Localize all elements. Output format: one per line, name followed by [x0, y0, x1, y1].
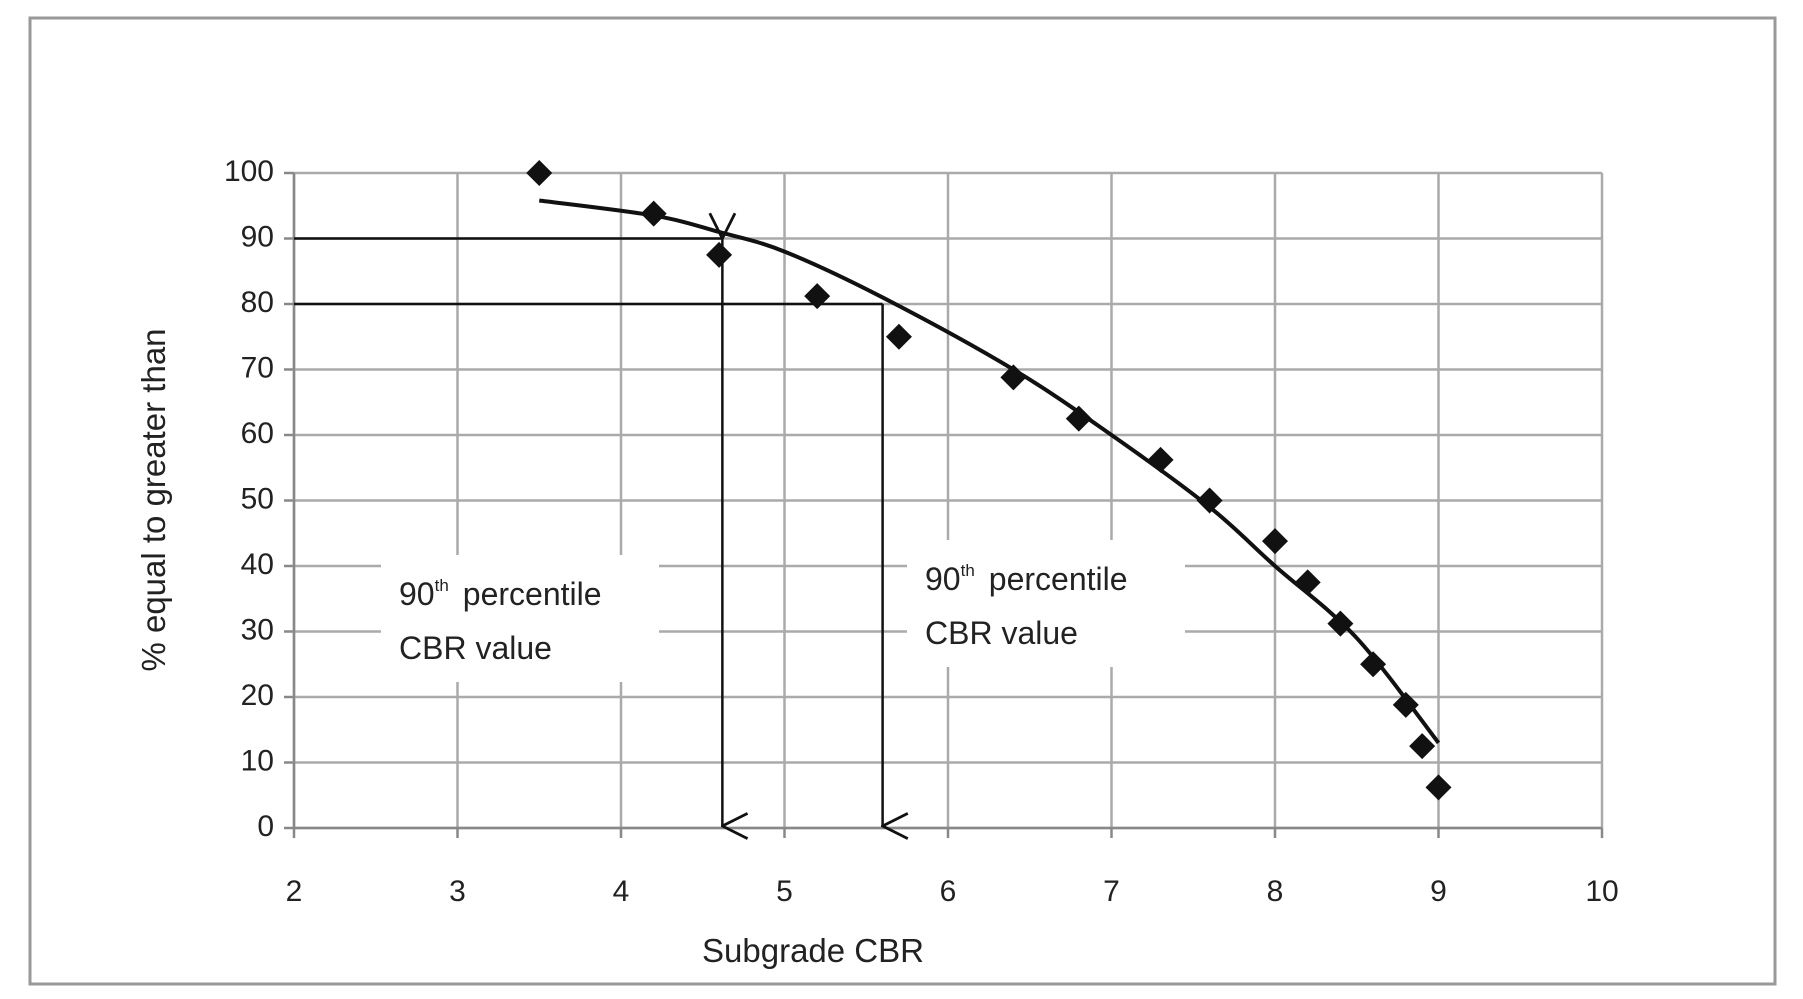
data-point — [1196, 487, 1223, 514]
data-point — [526, 160, 553, 186]
x-tick-label: 6 — [940, 875, 957, 908]
annotation-text: percentile — [463, 576, 602, 612]
y-tick-label: 60 — [241, 417, 274, 450]
data-point — [1425, 774, 1452, 801]
x-tick-label: 10 — [1585, 875, 1618, 908]
annotation-number: 90 — [399, 576, 435, 612]
annotation-line: 90th percentile — [399, 576, 602, 612]
x-tick-label: 7 — [1103, 875, 1120, 908]
data-point — [1147, 446, 1174, 473]
y-tick-label: 90 — [241, 220, 274, 253]
data-point — [1294, 569, 1321, 596]
data-point — [1065, 405, 1092, 432]
x-tick-label: 3 — [449, 875, 466, 908]
x-tick-label: 4 — [613, 875, 630, 908]
annotation-superscript: th — [961, 561, 975, 580]
annotation-superscript: th — [435, 576, 449, 595]
y-tick-label: 10 — [241, 744, 274, 777]
y-tick-label: 70 — [241, 351, 274, 384]
data-point — [1262, 528, 1288, 555]
x-tick-label: 2 — [286, 875, 303, 908]
annotation-line: CBR value — [399, 630, 552, 666]
data-point — [1327, 610, 1354, 637]
data-point — [706, 241, 733, 268]
annotation-text: percentile — [989, 561, 1128, 597]
x-axis-title: Subgrade CBR — [702, 932, 924, 969]
y-tick-label: 0 — [257, 810, 274, 843]
data-point — [1409, 733, 1436, 760]
y-tick-label: 100 — [224, 155, 274, 188]
marks — [294, 160, 1452, 826]
annotation-number: 90 — [925, 561, 961, 597]
annotation-line: 90th percentile — [925, 561, 1128, 597]
data-point — [885, 323, 912, 350]
x-tick-label: 8 — [1267, 875, 1284, 908]
annotation-box — [381, 555, 659, 682]
y-axis-title: % equal to greater than — [135, 328, 172, 671]
x-tick-label: 9 — [1430, 875, 1447, 908]
data-point — [1000, 364, 1027, 391]
x-tick-label: 5 — [776, 875, 793, 908]
y-tick-label: 50 — [241, 482, 274, 515]
data-point — [1392, 691, 1419, 718]
annotation-box — [907, 540, 1185, 667]
y-tick-label: 80 — [241, 286, 274, 319]
data-point — [1360, 651, 1387, 678]
y-tick-label: 20 — [241, 679, 274, 712]
data-point — [640, 200, 667, 227]
y-tick-label: 30 — [241, 613, 274, 646]
annotation-line: CBR value — [925, 615, 1078, 651]
y-tick-label: 40 — [241, 548, 274, 581]
data-point — [804, 283, 831, 310]
